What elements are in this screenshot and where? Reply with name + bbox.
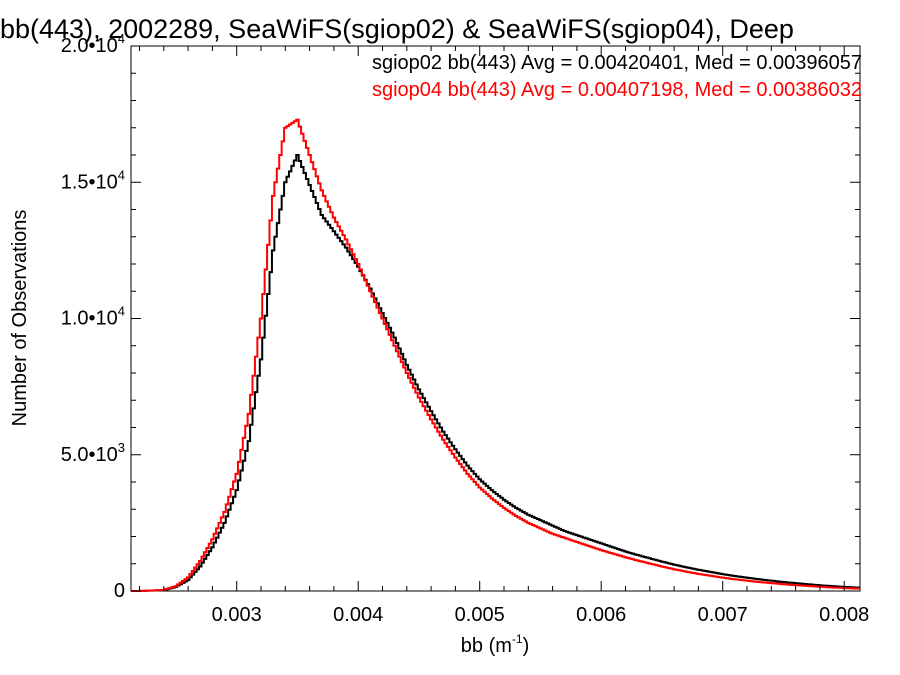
- legend-entry-sgiop04: sgiop04 bb(443) Avg = 0.00407198, Med = …: [372, 79, 862, 101]
- x-tick-label-2: 0.005: [455, 604, 505, 626]
- chart-title: bb(443), 2002289, SeaWiFS(sgiop02) & Sea…: [0, 14, 794, 44]
- x-axis-label-close: ): [523, 635, 530, 657]
- x-tick-label-1: 0.004: [333, 604, 383, 626]
- y-tick-label-0: 0: [114, 580, 125, 602]
- y-tick-label-2: 1.0•104: [61, 304, 125, 330]
- series-line-sgiop02: [131, 154, 860, 592]
- y-tick-label-4: 2.0•104: [61, 31, 125, 57]
- x-axis-label-main: bb (m: [461, 635, 512, 657]
- series-line-sgiop04: [131, 118, 860, 592]
- y-tick-label-3: 1.5•104: [61, 167, 125, 193]
- plot-area: 0.003 0.004 0.005 0.006 0.007 0.008 0 5.0•103 1…: [61, 31, 870, 626]
- series-layer: [131, 118, 860, 592]
- x-axis-label-exponent: -1: [512, 632, 523, 646]
- legend-entry-sgiop02: sgiop02 bb(443) Avg = 0.00420401, Med = …: [372, 52, 862, 74]
- legend: sgiop02 bb(443) Avg = 0.00420401, Med = …: [372, 52, 862, 101]
- x-tick-label-4: 0.007: [698, 604, 748, 626]
- x-axis: 0.003 0.004 0.005 0.006 0.007 0.008: [139, 46, 869, 626]
- y-axis: 0 5.0•103 1.0•104 1.5•104 2.0•104: [61, 31, 860, 602]
- x-tick-label-0: 0.003: [212, 604, 262, 626]
- x-tick-label-3: 0.006: [576, 604, 626, 626]
- plot-frame: [130, 45, 861, 592]
- x-tick-label-5: 0.008: [819, 604, 869, 626]
- y-axis-label: Number of Observations: [9, 210, 31, 427]
- x-axis-label: bb (m-1): [461, 632, 529, 657]
- y-tick-label-1: 5.0•103: [61, 440, 125, 466]
